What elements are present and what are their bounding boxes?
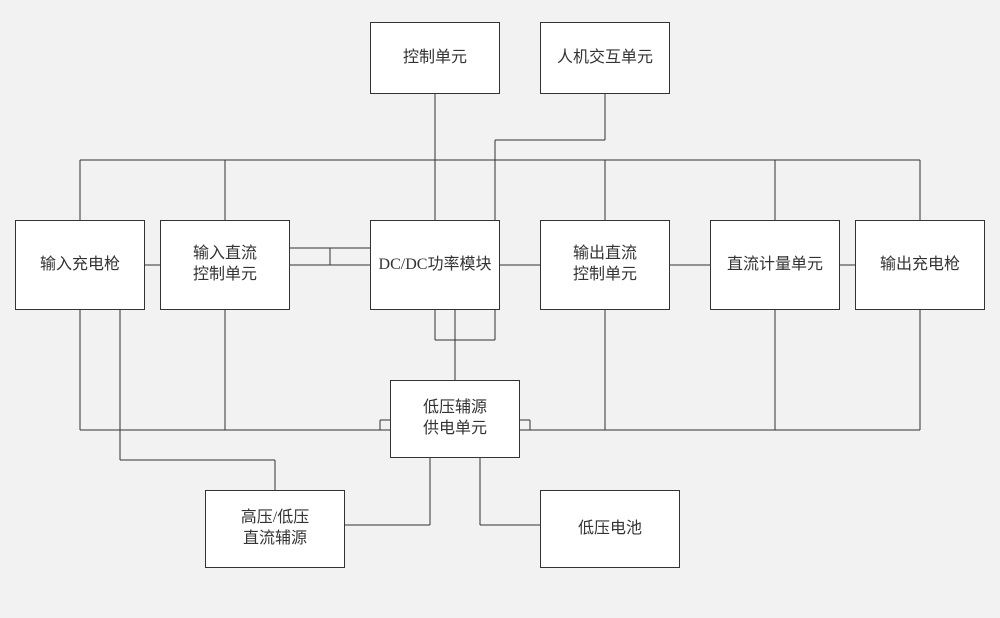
node-hv-lv-dc-aux: 高压/低压直流辅源 — [205, 490, 345, 568]
node-label: 输入充电枪 — [40, 255, 120, 276]
node-output-gun: 输出充电枪 — [855, 220, 985, 310]
node-dcdc-module: DC/DC功率模块 — [370, 220, 500, 310]
node-control-unit: 控制单元 — [370, 22, 500, 94]
node-lv-aux-supply: 低压辅源供电单元 — [390, 380, 520, 458]
node-label: 输入直流控制单元 — [193, 244, 257, 286]
node-label: 控制单元 — [403, 48, 467, 69]
node-label: 高压/低压直流辅源 — [241, 508, 309, 550]
node-input-gun: 输入充电枪 — [15, 220, 145, 310]
node-label: 输出充电枪 — [880, 255, 960, 276]
node-lv-battery: 低压电池 — [540, 490, 680, 568]
node-hmi-unit: 人机交互单元 — [540, 22, 670, 94]
node-output-dc-ctrl: 输出直流控制单元 — [540, 220, 670, 310]
diagram-canvas: 控制单元 人机交互单元 输入充电枪 输入直流控制单元 DC/DC功率模块 输出直… — [0, 0, 1000, 618]
node-dc-meter: 直流计量单元 — [710, 220, 840, 310]
node-input-dc-ctrl: 输入直流控制单元 — [160, 220, 290, 310]
node-label: 人机交互单元 — [557, 48, 653, 69]
connection-lines — [0, 0, 1000, 618]
node-label: 低压辅源供电单元 — [423, 398, 487, 440]
node-label: 直流计量单元 — [727, 255, 823, 276]
node-label: DC/DC功率模块 — [379, 255, 492, 276]
node-label: 低压电池 — [578, 519, 642, 540]
node-label: 输出直流控制单元 — [573, 244, 637, 286]
